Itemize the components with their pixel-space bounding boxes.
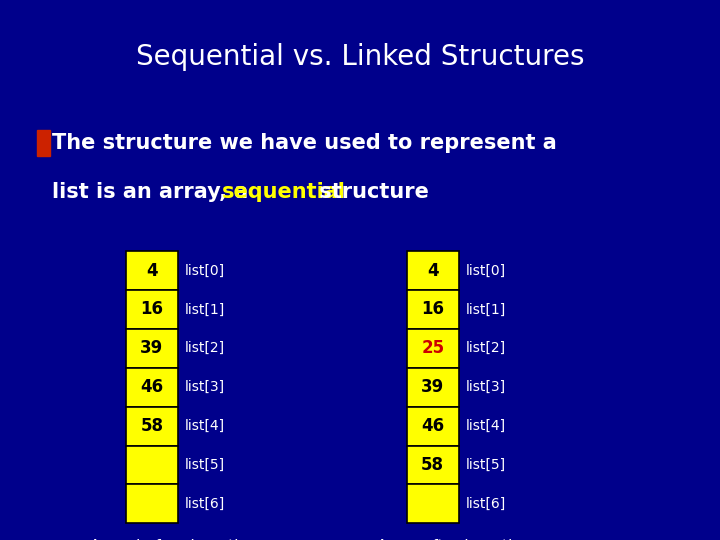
Bar <box>37 130 50 156</box>
Text: 39: 39 <box>140 339 163 357</box>
Bar <box>407 484 459 523</box>
Text: 39: 39 <box>421 378 444 396</box>
Text: Sequential vs. Linked Structures: Sequential vs. Linked Structures <box>136 43 584 71</box>
Text: Array after inserting: Array after inserting <box>377 539 531 540</box>
Bar <box>407 368 459 407</box>
Text: list[3]: list[3] <box>185 380 225 394</box>
Text: 16: 16 <box>421 300 444 319</box>
Text: 58: 58 <box>140 417 163 435</box>
Text: 4: 4 <box>146 261 158 280</box>
Bar <box>407 407 459 446</box>
Bar <box>126 368 178 407</box>
Text: list[1]: list[1] <box>185 302 225 316</box>
Bar <box>126 446 178 484</box>
Text: list[1]: list[1] <box>466 302 506 316</box>
Bar <box>126 407 178 446</box>
Text: list[6]: list[6] <box>185 497 225 511</box>
Bar <box>126 251 178 290</box>
Text: structure: structure <box>312 181 428 202</box>
Text: Array before inserting: Array before inserting <box>89 539 258 540</box>
Bar <box>407 329 459 368</box>
Bar <box>407 290 459 329</box>
Text: list[4]: list[4] <box>185 419 225 433</box>
Text: list[5]: list[5] <box>185 458 225 472</box>
Bar <box>126 329 178 368</box>
Bar <box>407 446 459 484</box>
Text: 46: 46 <box>140 378 163 396</box>
Bar <box>126 290 178 329</box>
Text: list[3]: list[3] <box>466 380 506 394</box>
Text: list[0]: list[0] <box>185 264 225 278</box>
Text: 16: 16 <box>140 300 163 319</box>
Bar <box>126 484 178 523</box>
Text: sequential: sequential <box>222 181 346 202</box>
Text: list[2]: list[2] <box>185 341 225 355</box>
Text: 25: 25 <box>421 339 444 357</box>
Text: list[5]: list[5] <box>466 458 506 472</box>
Text: list[2]: list[2] <box>466 341 506 355</box>
Text: list is an array, a: list is an array, a <box>52 181 256 202</box>
Text: list[4]: list[4] <box>466 419 506 433</box>
Text: The structure we have used to represent a: The structure we have used to represent … <box>52 133 557 153</box>
Text: 58: 58 <box>421 456 444 474</box>
Text: 4: 4 <box>427 261 438 280</box>
Text: 46: 46 <box>421 417 444 435</box>
Text: list[6]: list[6] <box>466 497 506 511</box>
Text: list[0]: list[0] <box>466 264 506 278</box>
Bar <box>407 251 459 290</box>
